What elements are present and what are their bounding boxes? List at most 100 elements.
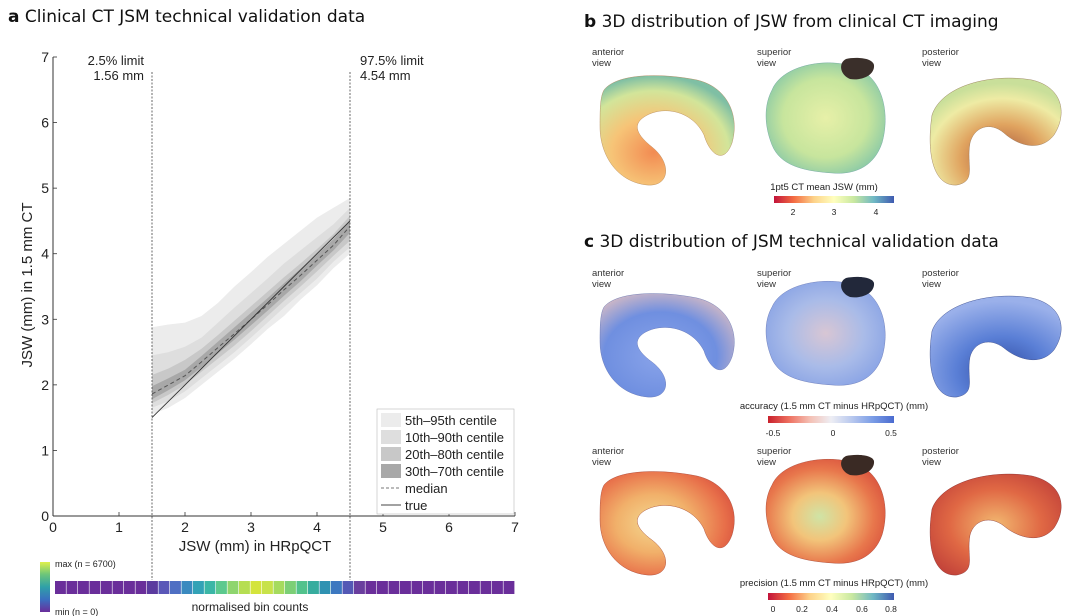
bin-cell-0 <box>55 581 66 594</box>
bin-cell-26 <box>354 581 365 594</box>
accuracy-colorbar-tick-neg: -0.5 <box>765 428 781 438</box>
precision-colorbar-tick-0: 0 <box>770 604 776 614</box>
bin-cell-33 <box>434 581 446 594</box>
tick-labels: 0 1 2 3 4 5 6 7 0 1 2 3 4 5 6 7 <box>41 49 519 535</box>
precision-view-label-posterior: posterior view <box>922 446 959 468</box>
y-tick-label-1: 1 <box>41 442 49 458</box>
bin-cell-8 <box>147 581 158 594</box>
precision-colorbar-title: precision (1.5 mm CT minus HRpQCT) (mm) <box>739 578 929 589</box>
x-tick-label-1: 1 <box>115 519 123 535</box>
legend-label-6: true <box>405 498 427 513</box>
accuracy-view-label-superior: superior view <box>757 268 792 290</box>
series-line-true <box>151 220 351 418</box>
superior-view-render <box>765 57 886 174</box>
bin-count-strip <box>55 581 515 594</box>
precision-colorbar-tick-0.8: 0.8 <box>885 604 897 614</box>
panel-b-colorbar-title: 1pt5 CT mean JSW (mm) <box>770 182 878 193</box>
panel-a-letter: a <box>8 7 20 27</box>
limit-high-label: 97.5% limit <box>360 53 424 68</box>
panel-a-title: a Clinical CT JSM technical validation d… <box>8 7 365 27</box>
bin-cell-5 <box>112 581 124 594</box>
precision-colorbar <box>768 593 894 600</box>
bin-cell-24 <box>331 581 342 594</box>
legend-label-4: 30th–70th centile <box>405 464 504 479</box>
bin-cell-30 <box>400 581 411 594</box>
panel-b-colorbar-tick-3: 3 <box>831 207 837 217</box>
legend-label-1: 5th–95th centile <box>405 413 497 428</box>
bin-cell-11 <box>181 581 193 594</box>
accuracy-posterior-view-render <box>929 295 1062 398</box>
legend-swatch-3 <box>381 447 401 461</box>
bin-cell-1 <box>66 581 78 594</box>
posterior-view-render <box>929 77 1062 186</box>
precision-view-label-anterior: anterior view <box>592 446 625 468</box>
precision-colorbar-tick-0.2: 0.2 <box>796 604 808 614</box>
panel-c-letter: c <box>584 232 595 252</box>
panel-b-renders <box>599 57 1062 186</box>
x-tick-label-7: 7 <box>511 519 519 535</box>
bin-cell-13 <box>204 581 216 594</box>
precision-posterior-view-render <box>929 473 1062 576</box>
bin-cell-32 <box>423 581 434 594</box>
axes <box>52 57 515 517</box>
legend-label-5: median <box>405 481 448 496</box>
bin-cell-21 <box>296 581 308 594</box>
panel-b-title-text: 3D distribution of JSW from clinical CT … <box>601 12 999 32</box>
accuracy-colorbar <box>768 416 894 423</box>
precision-view-label-superior: superior view <box>757 446 792 468</box>
bin-cell-4 <box>101 581 112 594</box>
legend: 5th–95th centile 10th–90th centile 20th–80… <box>376 408 515 515</box>
legend-label-2: 10th–90th centile <box>405 430 504 445</box>
bin-cell-37 <box>480 581 492 594</box>
x-tick-label-3: 3 <box>247 519 255 535</box>
series-lines <box>151 220 351 418</box>
panel-b-colorbar <box>774 196 894 203</box>
centile-band-4 <box>152 219 350 400</box>
panel-c-title: c 3D distribution of JSM technical valid… <box>584 232 999 252</box>
bin-cell-27 <box>365 581 377 594</box>
bin-strip-caption: normalised bin counts <box>192 600 309 614</box>
legend-swatch-2 <box>381 430 401 444</box>
panel-a-title-text: Clinical CT JSM technical validation dat… <box>24 7 366 27</box>
panel-b-colorbar-tick-2: 2 <box>790 207 796 217</box>
series-line-median <box>151 225 351 395</box>
bin-cell-36 <box>469 581 480 594</box>
accuracy-view-label-anterior: anterior view <box>592 268 625 290</box>
x-tick-label-4: 4 <box>313 519 321 535</box>
y-tick-label-0: 0 <box>41 508 49 524</box>
panel-b-colorbar-tick-4: 4 <box>873 207 879 217</box>
limit-high-value: 4.54 mm <box>360 68 411 83</box>
panel-b-view-label-superior: superior view <box>757 47 792 69</box>
bin-cell-25 <box>342 581 354 594</box>
bin-cell-7 <box>135 581 147 594</box>
bin-cell-12 <box>193 581 204 594</box>
bin-cell-20 <box>285 581 296 594</box>
y-axis-label: JSW (mm) in 1.5 mm CT <box>19 203 36 368</box>
x-tick-label-5: 5 <box>379 519 387 535</box>
bin-cell-14 <box>216 581 227 594</box>
limit-lines <box>151 72 351 580</box>
precision-superior-view-render <box>765 454 886 564</box>
panel-b-letter: b <box>584 12 597 32</box>
anterior-view-render <box>599 75 735 186</box>
legend-label-3: 20th–80th centile <box>405 447 504 462</box>
y-tick-label-3: 3 <box>41 311 49 327</box>
bin-cell-38 <box>492 581 503 594</box>
bin-cell-10 <box>170 581 181 594</box>
bin-cell-6 <box>124 581 135 594</box>
accuracy-superior-view-render <box>765 276 886 386</box>
panel-b-view-label-anterior: anterior view <box>592 47 625 69</box>
y-tick-label-5: 5 <box>41 180 49 196</box>
y-tick-label-4: 4 <box>41 246 49 262</box>
panel-b-title: b 3D distribution of JSW from clinical C… <box>584 12 999 32</box>
bin-cell-22 <box>308 581 319 594</box>
bin-cell-39 <box>503 581 515 594</box>
bin-scale-max-label: max (n = 6700) <box>55 559 116 569</box>
accuracy-colorbar-tick-pos: 0.5 <box>885 428 897 438</box>
accuracy-view-label-posterior: posterior view <box>922 268 959 290</box>
bin-scale-bar <box>40 562 50 612</box>
bin-cell-16 <box>239 581 250 594</box>
bin-cell-29 <box>388 581 400 594</box>
panel-b-view-label-posterior: posterior view <box>922 47 959 69</box>
bin-cell-34 <box>446 581 457 594</box>
